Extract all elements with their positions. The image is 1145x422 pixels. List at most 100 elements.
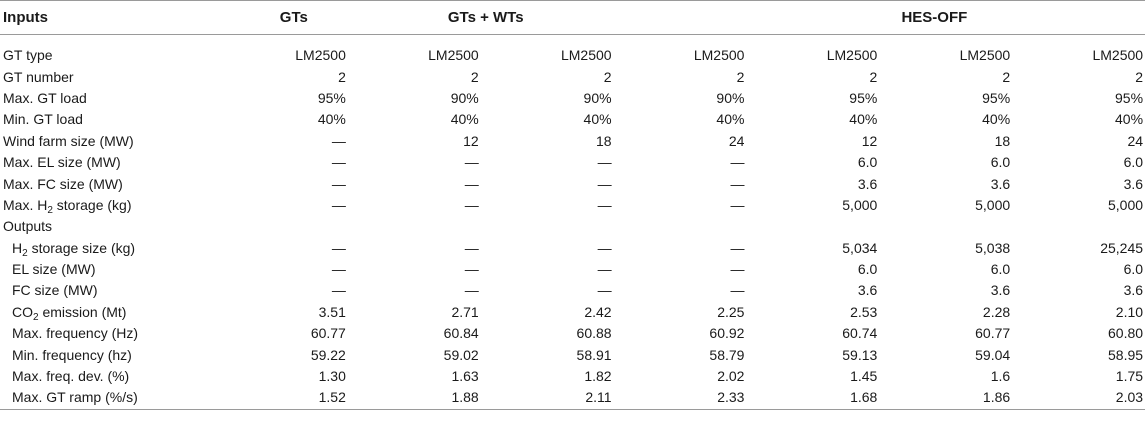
table-cell: 6.0 — [990, 261, 1011, 278]
table-cell: — — [730, 175, 745, 192]
table-cell: — — [331, 261, 346, 278]
table-cell: — — [730, 239, 745, 256]
table-cell: 1.45 — [850, 368, 878, 385]
row-label: Max. GT load — [3, 89, 87, 106]
table-cell: — — [597, 239, 612, 256]
table-cell: 2 — [470, 68, 479, 85]
table-cell: 40% — [716, 111, 745, 128]
table-cell: 2 — [869, 68, 878, 85]
table-cell: 59.02 — [443, 346, 479, 363]
row-label-text: Max. H — [3, 196, 48, 213]
header-inputs: Inputs — [0, 0, 215, 35]
row-label-subscript: 2 — [33, 311, 39, 323]
table-cell: — — [464, 154, 479, 171]
table-cell — [614, 216, 747, 237]
row-label-text: H — [12, 239, 23, 256]
table-cell: 58.91 — [576, 346, 612, 363]
table-cell: — — [331, 239, 346, 256]
table-cell: 6.0 — [1123, 261, 1144, 278]
table-cell: 95% — [982, 89, 1011, 106]
table-cell: 2 — [1135, 68, 1144, 85]
table-cell: 2.71 — [451, 303, 479, 320]
row-label-text: emission (Mt) — [38, 303, 127, 320]
table-row: Max. frequency (Hz) 60.77 60.84 60.88 60.92 6… — [0, 323, 1145, 344]
table-cell: 1.63 — [451, 368, 479, 385]
row-label: Outputs — [3, 218, 53, 235]
table-row: Max. H2 storage (kg) — — — — 5,000 5,000 5,000 — [0, 194, 1145, 216]
table-row: CO2 emission (Mt) 3.51 2.71 2.42 2.25 2.53 2.2… — [0, 301, 1145, 323]
row-label-text: storage size (kg) — [27, 239, 136, 256]
row-label-text: storage (kg) — [52, 196, 132, 213]
table-row: Min. frequency (hz) 59.22 59.02 58.91 58.79 5… — [0, 344, 1145, 365]
table-cell: — — [464, 196, 479, 213]
table-row: Min. GT load 40% 40% 40% 40% 40% 40% 40% — [0, 109, 1145, 130]
table-cell: 2 — [736, 68, 745, 85]
table-cell — [348, 216, 481, 237]
table-cell: 18 — [596, 132, 612, 149]
table-cell: 60.92 — [709, 325, 745, 342]
table-cell: 40% — [583, 111, 612, 128]
table-cell: 24 — [1127, 132, 1144, 149]
table-cell: — — [331, 154, 346, 171]
table-cell: 2.10 — [1115, 303, 1144, 320]
table-cell: 1.68 — [746, 386, 880, 410]
table-row: Max. FC size (MW) — — — — 3.6 3.6 3.6 — [0, 173, 1145, 194]
table-cell — [746, 216, 879, 237]
row-label: Wind farm size (MW) — [3, 132, 134, 149]
table-cell: LM2500 — [959, 47, 1011, 64]
table-cell: 90% — [583, 89, 612, 106]
table-cell: 40% — [1115, 111, 1144, 128]
table-cell: — — [597, 175, 612, 192]
row-label-text: CO — [12, 303, 33, 320]
table-cell: 60.88 — [576, 325, 612, 342]
table-cell: 3.51 — [318, 303, 346, 320]
table-cell: — — [464, 282, 479, 299]
row-label: EL size (MW) — [12, 261, 96, 278]
table-cell: — — [331, 282, 346, 299]
table-cell: 5,000 — [1108, 196, 1144, 213]
table-cell: 2 — [603, 68, 612, 85]
table-cell: 58.79 — [709, 346, 745, 363]
table-cell: — — [464, 175, 479, 192]
row-label: FC size (MW) — [12, 282, 98, 299]
table-row: EL size (MW) — — — — 6.0 6.0 6.0 — [0, 258, 1145, 279]
header-spacer — [0, 35, 1145, 45]
table-cell: 3.6 — [990, 175, 1011, 192]
table-cell: 2.03 — [1012, 386, 1145, 410]
row-label: Max. H2 storage (kg) — [0, 194, 215, 216]
header-gts: GTs — [215, 0, 348, 35]
table-cell: 95% — [317, 89, 346, 106]
table-cell: 90% — [716, 89, 745, 106]
table-cell: LM2500 — [295, 47, 346, 64]
table-cell: 40% — [317, 111, 346, 128]
table-cell: 95% — [849, 89, 878, 106]
table-cell: 60.80 — [1108, 325, 1144, 342]
table-cell: — — [464, 239, 479, 256]
table-cell: 12 — [861, 132, 878, 149]
table-cell: LM2500 — [428, 47, 479, 64]
table-cell: LM2500 — [826, 47, 878, 64]
table-cell: 40% — [849, 111, 878, 128]
table-cell: 3.6 — [857, 282, 878, 299]
table-cell: 24 — [728, 132, 745, 149]
header-hes-off: HES-OFF — [746, 0, 1145, 35]
table-cell: 2.11 — [480, 386, 614, 410]
table-cell: 12 — [463, 132, 479, 149]
table-cell: 5,034 — [842, 239, 878, 256]
table-cell: 5,000 — [842, 196, 878, 213]
table-cell: LM2500 — [693, 47, 745, 64]
table-cell: 40% — [450, 111, 479, 128]
table-cell: — — [597, 282, 612, 299]
table-header-row: Inputs GTs GTs + WTs HES-OFF — [0, 0, 1145, 35]
table-cell: LM2500 — [1092, 47, 1144, 64]
table-cell: 60.74 — [842, 325, 878, 342]
table-cell — [481, 216, 614, 237]
table-cell: LM2500 — [560, 47, 612, 64]
table-cell: 2.25 — [717, 303, 745, 320]
table-cell: 59.22 — [310, 346, 346, 363]
table-cell: 58.95 — [1108, 346, 1144, 363]
table-cell: 1.86 — [879, 386, 1013, 410]
table-cell: — — [730, 154, 745, 171]
results-table: Inputs GTs GTs + WTs HES-OFF GT type LM25… — [0, 0, 1145, 410]
table-row: FC size (MW) — — — — 3.6 3.6 3.6 — [0, 280, 1145, 301]
